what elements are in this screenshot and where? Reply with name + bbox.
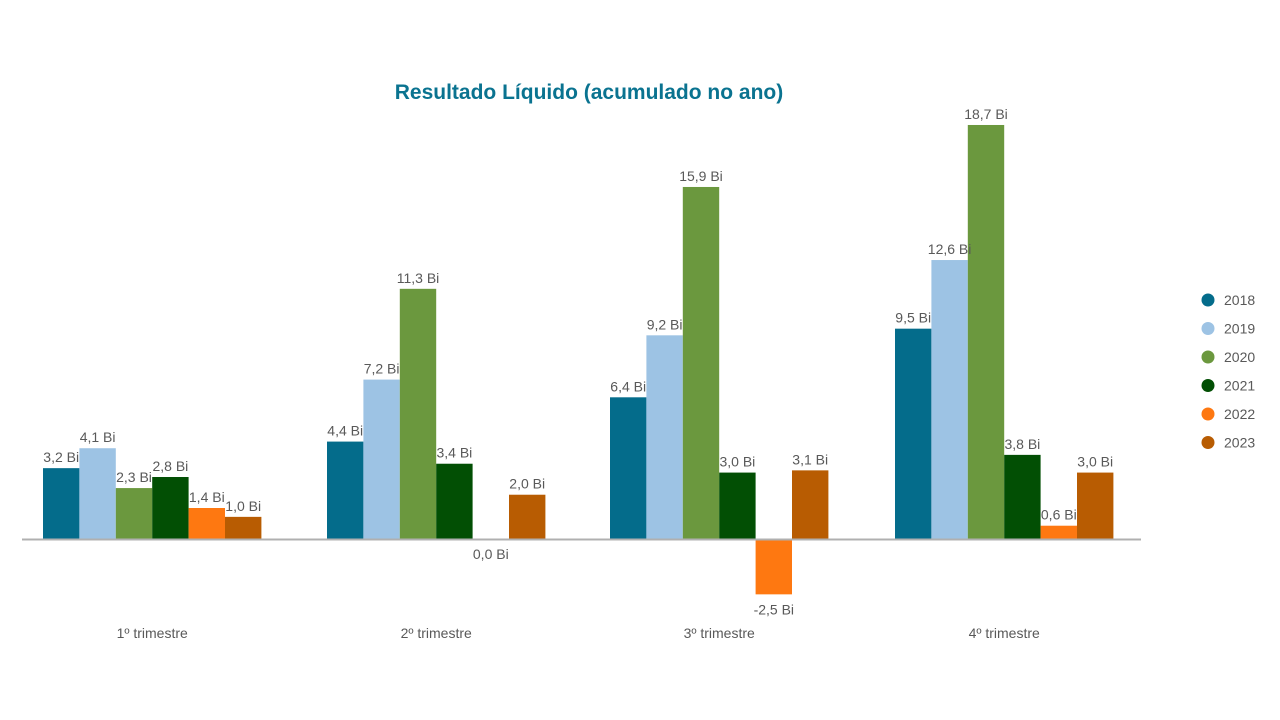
bar-2020-q1 <box>115 488 153 539</box>
bar-2023-q2 <box>509 494 546 539</box>
legend-item-2022: 2022 <box>1201 406 1255 422</box>
bar-2021-q2 <box>436 463 473 539</box>
bar-2020-q4 <box>967 124 1005 540</box>
bar-2022-q1 <box>188 508 225 539</box>
legend: 2018 2019 2020 2021 2022 2023 <box>1201 292 1255 451</box>
bar-2023-q3 <box>792 470 829 539</box>
bar-2020-q2 <box>399 288 437 539</box>
data-label: 12,6 Bi <box>928 241 972 257</box>
data-label: 1,4 Bi <box>189 489 225 505</box>
legend-label: 2018 <box>1224 292 1255 308</box>
legend-label: 2023 <box>1224 435 1255 451</box>
legend-marker-icon <box>1201 436 1215 449</box>
legend-label: 2021 <box>1224 378 1255 394</box>
bar-2021-q3 <box>719 472 756 539</box>
data-label: 0,6 Bi <box>1041 507 1077 523</box>
data-label: 7,2 Bi <box>364 361 400 377</box>
category-label: 2º trimestre <box>401 625 472 641</box>
legend-label: 2020 <box>1224 349 1255 365</box>
bar-2018-q3 <box>610 397 647 539</box>
data-label: 3,1 Bi <box>792 451 828 467</box>
data-label: 6,4 Bi <box>610 378 646 394</box>
data-label: 18,7 Bi <box>964 106 1008 122</box>
data-label: 15,9 Bi <box>679 168 723 184</box>
bar-2020-q3 <box>682 186 720 539</box>
bar-2023-q4 <box>1077 472 1114 539</box>
data-label: 4,4 Bi <box>327 423 363 439</box>
bar-2023-q1 <box>225 516 262 539</box>
data-label: 1,0 Bi <box>225 498 261 514</box>
chart-title: Resultado Líquido (acumulado no ano) <box>395 81 784 104</box>
data-label: 3,8 Bi <box>1004 436 1040 452</box>
legend-marker-icon <box>1201 407 1215 421</box>
bar-2019-q1 <box>79 448 116 539</box>
bar-2018-q4 <box>895 328 932 539</box>
bar-2019-q2 <box>363 379 400 539</box>
legend-marker-icon <box>1201 322 1215 335</box>
data-label: 3,0 Bi <box>1077 454 1113 470</box>
data-label: 11,3 Bi <box>397 270 440 286</box>
data-label: 2,8 Bi <box>152 458 188 474</box>
legend-item-2019: 2019 <box>1201 321 1255 337</box>
bar-2018-q1 <box>43 468 80 539</box>
legend-item-2020: 2020 <box>1201 349 1255 365</box>
bar-2019-q3 <box>646 335 683 539</box>
data-label: 4,1 Bi <box>80 429 116 445</box>
data-label: 2,0 Bi <box>509 476 545 492</box>
category-label: 4º trimestre <box>969 625 1040 641</box>
legend-item-2021: 2021 <box>1201 378 1255 394</box>
bar-2022-q3 <box>755 539 792 595</box>
data-label: 3,2 Bi <box>43 449 79 465</box>
category-label: 1º trimestre <box>117 625 188 641</box>
legend-label: 2019 <box>1224 321 1255 337</box>
data-label: 9,5 Bi <box>895 310 931 326</box>
bar-2019-q4 <box>931 260 968 539</box>
data-label: 0,0 Bi <box>473 546 509 562</box>
data-label: 3,4 Bi <box>436 445 472 461</box>
bar-2022-q4 <box>1040 525 1077 539</box>
data-label: 3,0 Bi <box>719 454 755 470</box>
legend-label: 2022 <box>1224 406 1255 422</box>
data-label: 2,3 Bi <box>116 469 152 485</box>
category-label: 3º trimestre <box>684 625 755 641</box>
legend-item-2023: 2023 <box>1201 435 1255 451</box>
legend-marker-icon <box>1201 350 1215 364</box>
bar-2021-q1 <box>152 477 189 539</box>
bar-2018-q2 <box>327 441 364 539</box>
data-label: -2,5 Bi <box>754 601 794 617</box>
bar-2021-q4 <box>1004 454 1041 539</box>
legend-marker-icon <box>1201 379 1215 392</box>
legend-item-2018: 2018 <box>1201 292 1255 308</box>
data-label: 9,2 Bi <box>647 316 683 332</box>
legend-marker-icon <box>1201 293 1215 307</box>
